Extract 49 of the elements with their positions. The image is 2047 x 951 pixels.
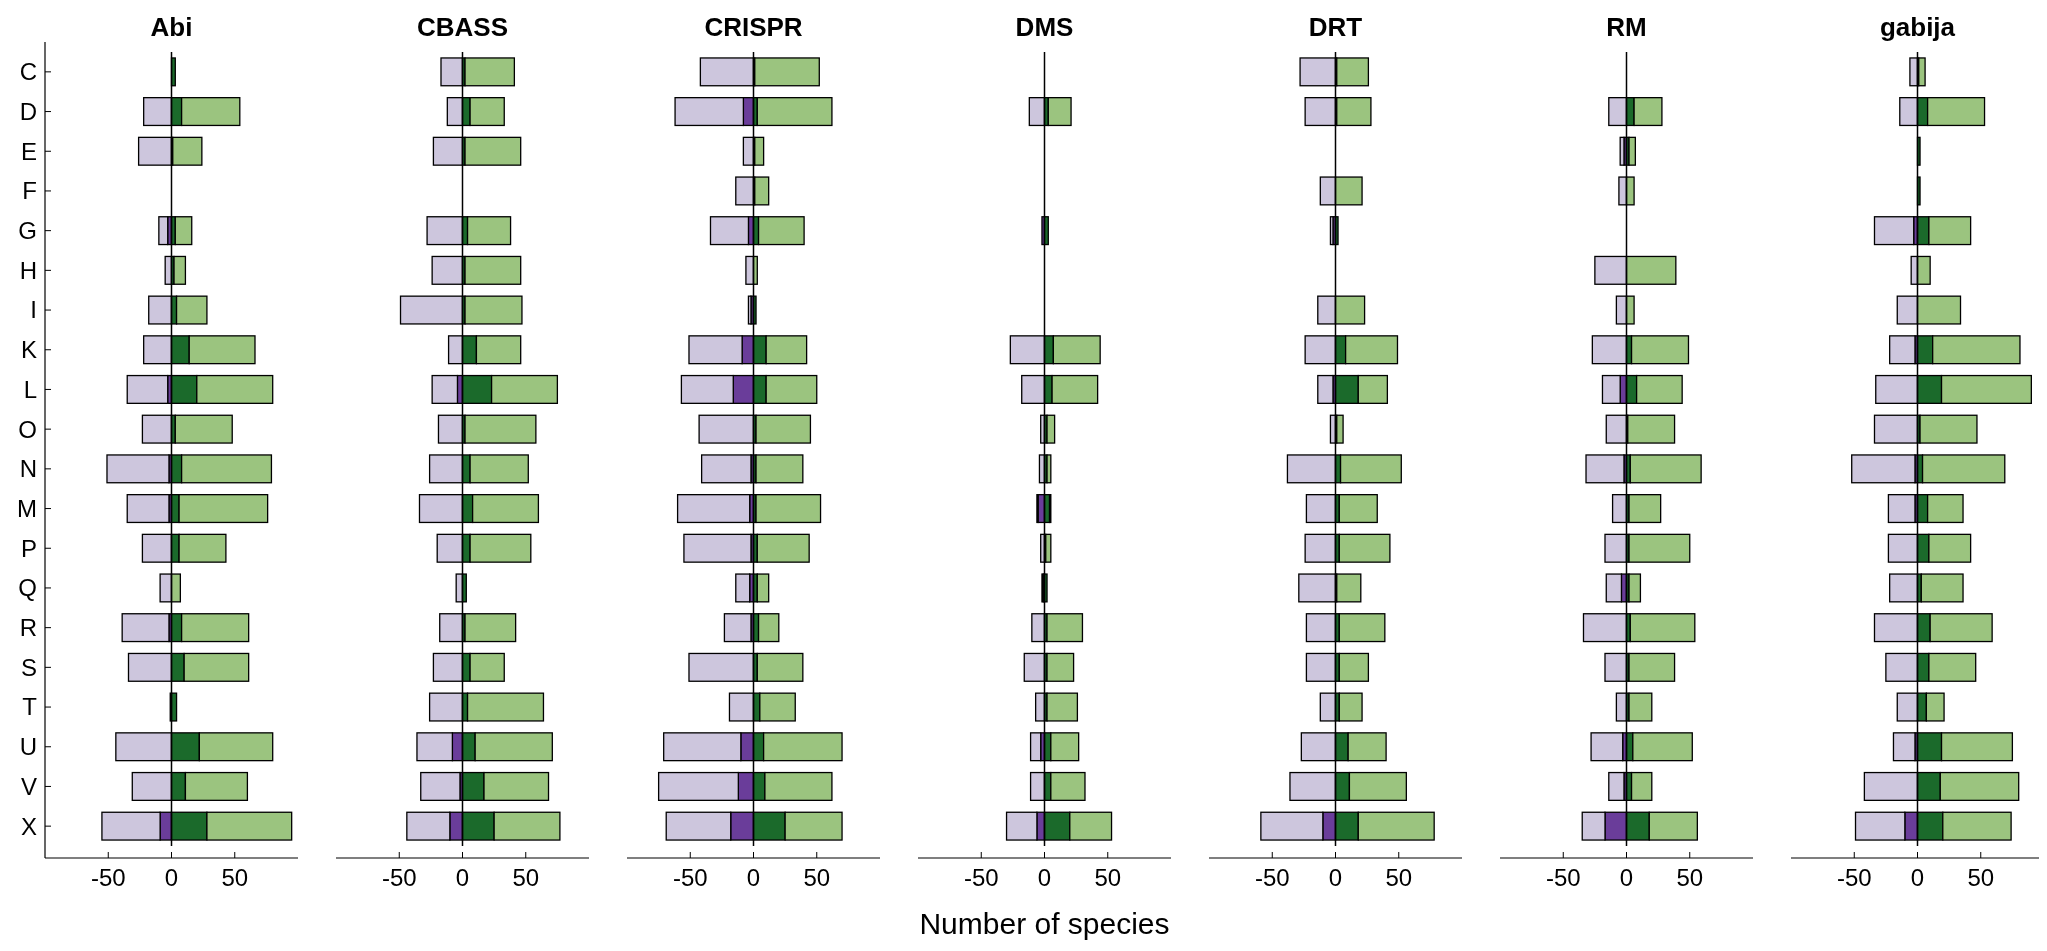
y-tick-label: K <box>20 336 37 364</box>
y-tick-label: D <box>19 97 37 125</box>
x-tick-label: -50 <box>1836 864 1872 891</box>
x-tick-label: 50 <box>512 864 540 891</box>
y-tick-label: S <box>20 653 37 681</box>
chart-title: Abi <box>150 12 193 42</box>
x-tick-label: -50 <box>381 864 417 891</box>
y-tick-label: U <box>19 733 37 761</box>
x-tick-label: -50 <box>672 864 708 891</box>
x-tick-label: -50 <box>90 864 126 891</box>
y-tick-label: P <box>20 534 37 562</box>
chart-title: CBASS <box>416 12 509 42</box>
x-tick-label: -50 <box>1545 864 1581 891</box>
x-axis-title: Number of species <box>919 907 1170 940</box>
x-tick-label: 50 <box>1967 864 1995 891</box>
x-tick-label: 50 <box>803 864 831 891</box>
x-tick-label: 0 <box>1910 864 1925 891</box>
x-tick-label: 50 <box>1094 864 1122 891</box>
x-tick-label: 50 <box>1676 864 1704 891</box>
x-tick-label: 0 <box>1619 864 1634 891</box>
x-tick-label: 50 <box>1385 864 1413 891</box>
chart-title: CRISPR <box>704 12 803 42</box>
x-tick-label: 50 <box>221 864 249 891</box>
y-tick-label: R <box>19 614 37 642</box>
x-tick-label: 0 <box>1037 864 1052 891</box>
chart-title: gabija <box>1879 12 1956 42</box>
x-tick-label: 0 <box>455 864 470 891</box>
y-tick-label: F <box>22 177 37 205</box>
y-tick-label: O <box>18 415 37 443</box>
chart-title: DMS <box>1015 12 1074 42</box>
y-tick-label: L <box>23 375 37 403</box>
x-tick-label: 0 <box>164 864 179 891</box>
y-tick-label: V <box>20 772 37 800</box>
y-tick-label: E <box>20 137 37 165</box>
x-tick-label: -50 <box>1254 864 1290 891</box>
x-tick-label: -50 <box>963 864 999 891</box>
y-tick-label: N <box>19 455 37 483</box>
y-tick-label: C <box>19 58 37 86</box>
y-tick-label: T <box>22 693 38 721</box>
y-tick-label: X <box>20 812 37 840</box>
y-tick-label: Q <box>18 574 37 602</box>
chart-title: DRT <box>1308 12 1363 42</box>
x-tick-label: 0 <box>1328 864 1343 891</box>
chart-title: RM <box>1606 12 1647 42</box>
y-tick-label: M <box>17 494 37 522</box>
x-tick-label: 0 <box>746 864 761 891</box>
y-tick-label: H <box>19 256 37 284</box>
y-tick-label: I <box>30 296 37 324</box>
y-tick-label: G <box>18 217 37 245</box>
